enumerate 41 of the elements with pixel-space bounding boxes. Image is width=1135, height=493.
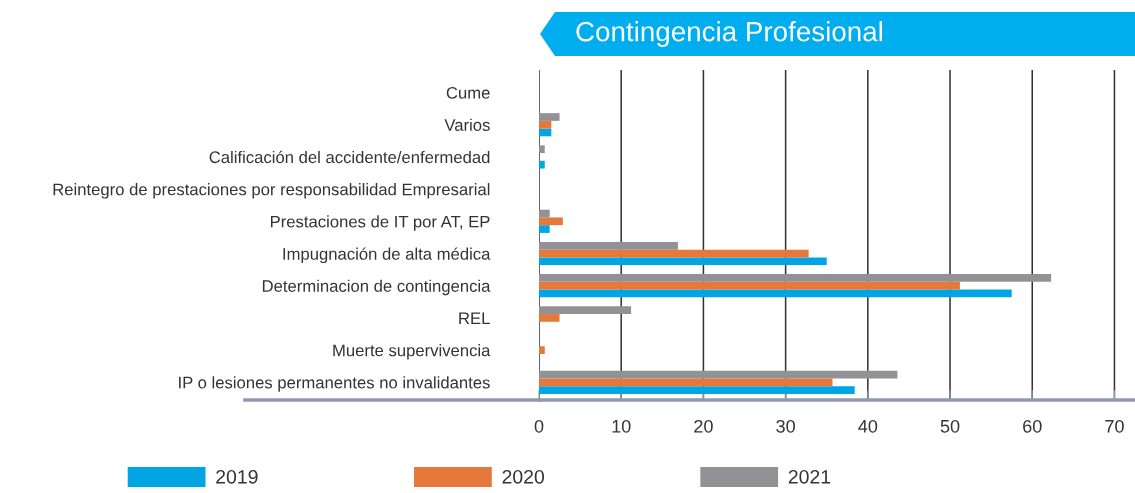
bar (539, 113, 560, 121)
y-tick-label: Muerte supervivencia (333, 344, 491, 360)
bar (539, 289, 1012, 298)
bar (539, 145, 545, 154)
legend-label: 2021 (788, 469, 831, 484)
x-tick-label: 20 (694, 419, 713, 433)
y-tick-label: Varios (444, 118, 490, 131)
y-tick-label: Determinacion de contingencia (262, 279, 491, 296)
x-tick-label: 30 (776, 419, 795, 433)
legend-label: 2020 (502, 469, 545, 484)
bar (539, 314, 560, 322)
bar (539, 160, 545, 169)
y-tick-label: Calificación del accidente/enfermedad (209, 150, 490, 164)
bar (539, 306, 632, 315)
y-tick-label: REL (459, 312, 490, 324)
legend-label: 2019 (216, 469, 258, 484)
x-tick-label: 40 (858, 419, 878, 433)
x-tick-label: 50 (940, 419, 960, 433)
y-tick-label: Cume (446, 86, 490, 99)
bar (539, 386, 855, 394)
x-tick-label: 0 (534, 419, 544, 433)
bar (539, 281, 960, 290)
bar (539, 378, 833, 387)
bar (539, 257, 827, 266)
bar (539, 225, 550, 233)
bar (539, 346, 545, 354)
bar (539, 274, 1052, 282)
x-tick-label: 10 (612, 419, 631, 433)
bar (539, 249, 809, 258)
chart-title: Contingencia Profesional (576, 21, 882, 47)
x-tick-label: 70 (1105, 419, 1124, 433)
bar (539, 370, 898, 379)
y-tick-label: Reintegro de prestaciones por responsabilidad Empresarial (53, 183, 490, 199)
y-tick-label: Impugnación de alta médica (283, 247, 491, 264)
y-tick-label: Prestaciones de IT por AT, EP (270, 215, 490, 231)
y-tick-label: IP o lesiones permanentes no invalidantes (179, 376, 490, 392)
bar (539, 120, 552, 129)
x-tick-label: 60 (1023, 419, 1042, 433)
bar (539, 209, 550, 218)
bar (539, 217, 563, 226)
bar (539, 241, 678, 250)
